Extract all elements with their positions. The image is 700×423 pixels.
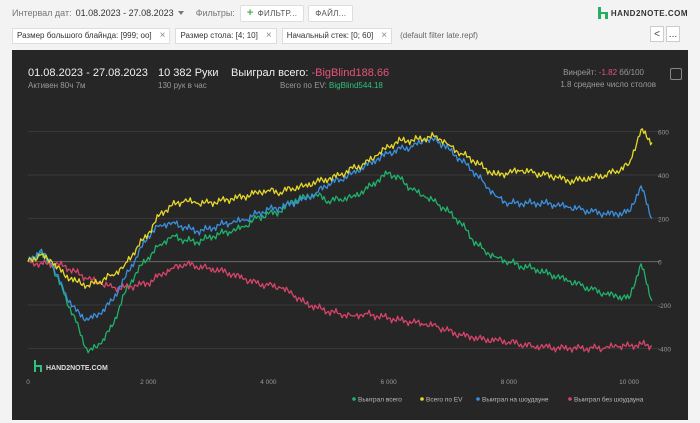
filter-chip-label: Начальный стек: [0; 60] [286,31,374,40]
series-line [27,258,653,353]
plus-icon: + [246,7,254,19]
summary-active-time: Активен 80ч 7м [28,81,86,90]
logo-icon [597,7,608,19]
profit-chart: 0 2 000 4 000 6 000 8 000 10 000 600 400 200 0 -2… [26,128,671,404]
y-tick-label: 0 [658,260,662,267]
x-tick-label: 4 000 [260,379,277,386]
ev-label: Всего по EV: [280,81,327,90]
default-filter-name: (default filter late.repf) [400,31,478,40]
prev-button[interactable]: < [650,26,664,42]
winrate-value: -1.82 [598,68,618,77]
y-tick-label: 600 [658,130,669,137]
winrate-unit: бб/100 [619,68,644,77]
close-icon[interactable]: × [265,30,272,41]
legend-entry: Всего по EV [426,397,463,404]
filter-chip-bar: Размер большого блайнда: [999; оо] × Раз… [0,26,700,45]
won-label: Выиграл всего: [231,67,309,79]
legend-entry: Выиграл на шоудауне [482,397,549,404]
winrate-label: Винрейт: [563,68,597,77]
chart-watermark: HAND2NOTE.COM [34,360,108,372]
y-tick-label: -200 [658,303,671,310]
legend-marker [420,397,424,401]
close-icon[interactable]: × [381,30,388,41]
x-tick-label: 10 000 [619,379,639,386]
file-button[interactable]: ФАЙЛ... [308,4,354,22]
close-icon[interactable]: × [159,30,166,41]
series-line [27,170,653,354]
filter-chip[interactable]: Размер стола: [4; 10] × [175,27,277,44]
legend-entry: Выиграл всего [358,397,402,404]
filter-button[interactable]: + ФИЛЬТР... [239,4,305,22]
watermark-logo-leg [40,365,42,372]
filter-chip[interactable]: Начальный стек: [0; 60] × [281,27,393,44]
watermark-logo-bar [34,365,42,367]
top-toolbar: Интервал дат: 01.08.2023 - 27.08.2023 Фи… [0,0,700,26]
summary-avg-tables: 1.8 среднее число столов [560,80,656,89]
x-tick-label: 0 [26,379,30,386]
date-range-select[interactable]: 01.08.2023 - 27.08.2023 [75,8,174,18]
logo-text: HAND2NOTE.COM [610,8,688,18]
y-tick-label: -400 [658,346,671,353]
chevron-down-icon[interactable] [177,11,184,15]
summary-hands-per-hour: 130 рук в час [158,81,207,90]
summary-ev: Всего по EV: BigBlind544.18 [280,81,383,90]
filter-chip-label: Размер стола: [4; 10] [180,31,258,40]
file-button-label: ФАЙЛ... [315,8,347,18]
series-line [27,128,653,289]
y-tick-label: 200 [658,216,669,223]
x-tick-label: 2 000 [140,379,157,386]
app-logo: HAND2NOTE.COM [597,7,688,19]
date-range-label: Интервал дат: [12,8,72,18]
legend-marker [568,397,572,401]
summary-winrate: Винрейт: -1.82 бб/100 [563,68,644,77]
x-tick-label: 8 000 [501,379,518,386]
legend-marker [352,397,356,401]
ev-value: BigBlind544.18 [329,81,383,90]
expand-icon[interactable] [670,68,682,80]
x-tick-label: 6 000 [380,379,397,386]
y-tick-label: 400 [658,173,669,180]
watermark-text: HAND2NOTE.COM [46,365,108,372]
filters-label: Фильтры: [195,8,235,18]
summary-won: Выиграл всего: -BigBlind188.66 [231,67,389,79]
summary-date-range: 01.08.2023 - 27.08.2023 [28,67,148,79]
graph-panel: 01.08.2023 - 27.08.2023 Активен 80ч 7м 1… [12,50,688,420]
legend-entry: Выиграл без шоудауна [574,396,644,404]
won-value: -BigBlind188.66 [311,67,390,79]
filter-button-label: ФИЛЬТР... [257,8,298,18]
summary-hands: 10 382 Руки [158,67,219,79]
filter-chip-label: Размер большого блайнда: [999; оо] [17,31,152,40]
filter-chip[interactable]: Размер большого блайнда: [999; оо] × [12,27,171,44]
legend-marker [476,397,480,401]
series-line [27,136,653,322]
more-button[interactable]: ... [666,26,680,42]
